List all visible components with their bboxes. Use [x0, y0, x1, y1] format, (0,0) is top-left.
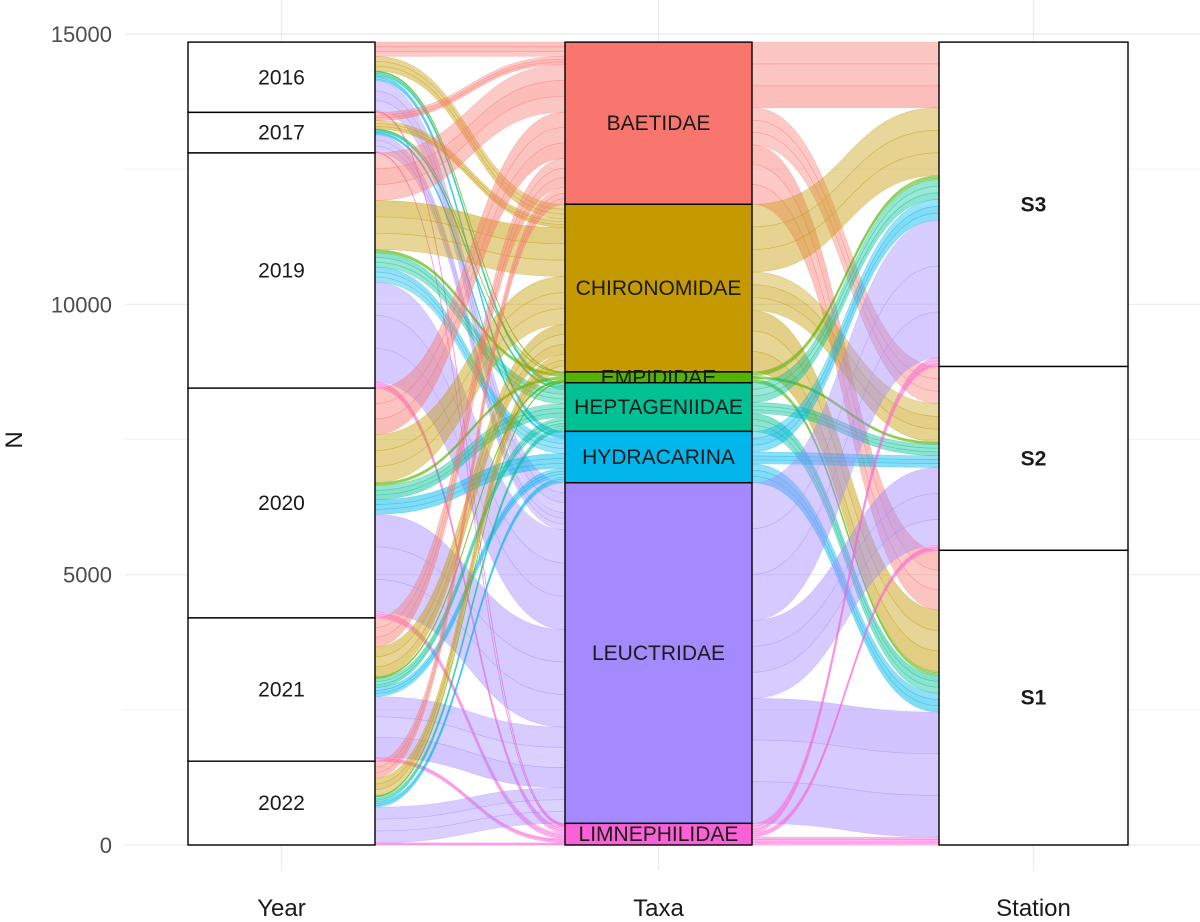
y-tick-label: 15000	[51, 22, 112, 47]
y-axis: 0 5000 10000 15000	[51, 22, 112, 858]
stratum-label: 2020	[258, 492, 305, 515]
stratum-label: LEUCTRIDAE	[592, 642, 725, 665]
x-tick-label: Station	[996, 895, 1071, 922]
stratum-label: LIMNEPHILIDAE	[579, 823, 739, 846]
stratum-heptageniidae	[564, 382, 753, 433]
stratum-label: HYDRACARINA	[582, 446, 735, 469]
stratum-hydracarina	[564, 430, 753, 484]
stratum-baetidae	[564, 41, 753, 206]
stratum-label: 2021	[258, 679, 305, 702]
flow-ribbon	[374, 51, 566, 57]
flow-ribbon	[751, 836, 940, 841]
x-axis: Year Taxa Station	[257, 895, 1071, 922]
stratum-label: S3	[1021, 193, 1047, 216]
stratum-label: CHIRONOMIDAE	[576, 277, 742, 300]
stratum-2017	[187, 111, 376, 154]
stratum-leuctridae	[564, 482, 753, 825]
stratum-s1	[938, 549, 1129, 846]
stratum-s2	[938, 365, 1129, 552]
flow-ribbon	[751, 41, 940, 65]
stratum-label: HEPTAGENIIDAE	[574, 396, 743, 419]
flow-ribbon	[374, 843, 566, 846]
y-axis-title: N	[1, 431, 28, 448]
flow-ribbon	[751, 839, 940, 843]
flow-ribbons	[374, 41, 940, 846]
stratum-2020	[187, 387, 376, 619]
stratum-2022	[187, 760, 376, 846]
strata: 2016 2017 2019 2020 2021 2022 BAETIDAE CHIRONOM…	[187, 41, 1129, 846]
stratum-label: BAETIDAE	[607, 112, 711, 135]
flow-ribbon	[374, 41, 566, 48]
stratum-label: 2019	[258, 260, 305, 283]
flow-ribbon	[751, 85, 940, 108]
stratum-label: 2022	[258, 792, 305, 815]
flow-ribbon	[751, 63, 940, 87]
flow-ribbon	[374, 46, 566, 52]
y-tick-label: 10000	[51, 292, 112, 317]
flow-ribbon	[751, 842, 940, 846]
stratum-limnephilidae	[564, 822, 753, 846]
stratum-chironomidae	[564, 203, 753, 373]
stratum-2019	[187, 152, 376, 389]
stratum-label: 2016	[258, 66, 305, 89]
x-tick-label: Year	[257, 895, 306, 922]
stratum-label: S2	[1021, 447, 1047, 470]
stratum-2021	[187, 617, 376, 762]
stratum-2016	[187, 41, 376, 114]
stratum-label: S1	[1021, 687, 1047, 710]
stratum-s3	[938, 41, 1129, 368]
stratum-label: 2017	[258, 122, 305, 145]
y-tick-label: 0	[100, 833, 112, 858]
x-tick-label: Taxa	[633, 895, 684, 922]
y-tick-label: 5000	[63, 563, 112, 588]
